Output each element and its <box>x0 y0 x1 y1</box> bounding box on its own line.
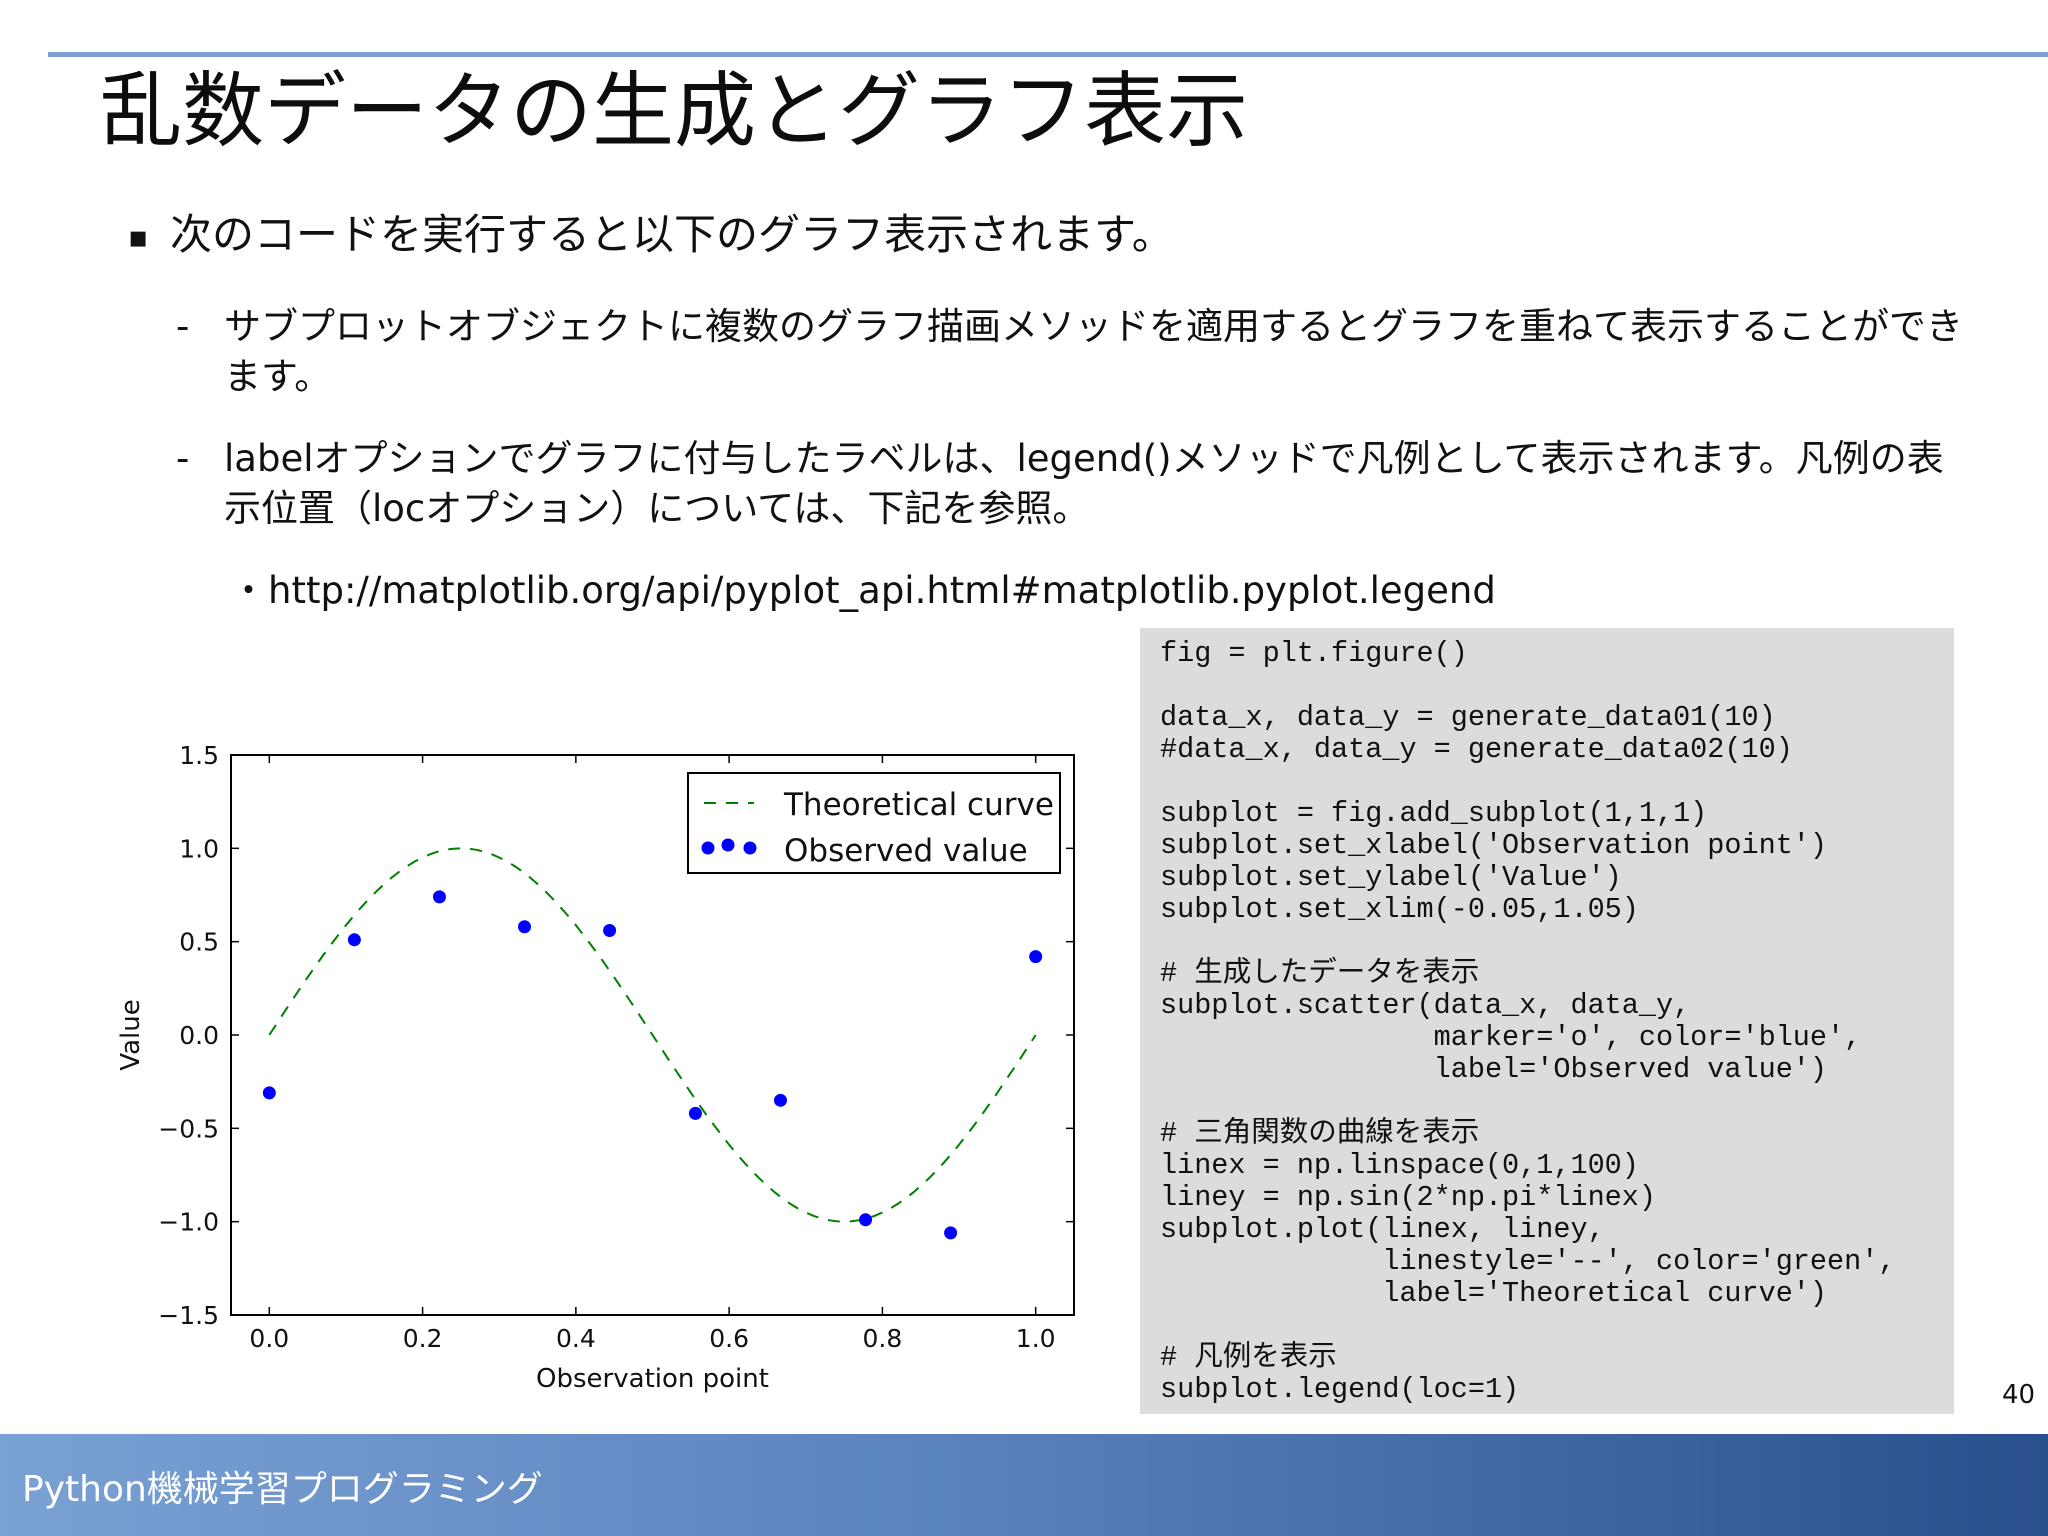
y-tick-label: 0.5 <box>179 928 219 957</box>
bullet-square-icon: ▪ <box>128 219 149 255</box>
sub-bullet-text: サブプロットオブジェクトに複数のグラフ描画メソッドを適用するとグラフを重ねて表示… <box>224 305 1963 398</box>
y-axis-label: Value <box>116 999 146 1070</box>
theoretical-curve-line <box>268 847 1037 1223</box>
code-line: subplot.set_ylabel('Value') <box>1160 861 1622 894</box>
sub-bullet-dash: - <box>176 305 190 348</box>
code-line: # 生成したデータを表示 <box>1160 957 1480 990</box>
y-tick-label: −1.5 <box>158 1301 219 1330</box>
main-bullet-text: 次のコードを実行すると以下のグラフ表示されます。 <box>170 210 1174 259</box>
matplotlib-legend-link[interactable]: http://matplotlib.org/api/pyplot_api.htm… <box>268 569 1496 612</box>
observed-point <box>944 1226 958 1240</box>
legend-dot <box>701 841 715 855</box>
code-line: linex = np.linspace(0,1,100) <box>1160 1149 1639 1182</box>
y-tick-label: 1.0 <box>179 834 219 863</box>
x-tick-label: 0.0 <box>249 1324 289 1353</box>
y-tick-label: −0.5 <box>158 1114 219 1143</box>
code-line: #data_x, data_y = generate_data02(10) <box>1160 733 1793 766</box>
code-line <box>1160 1086 1934 1118</box>
x-axis-label: Observation point <box>536 1364 769 1394</box>
x-tick-label: 1.0 <box>1016 1324 1056 1353</box>
observed-point <box>262 1086 276 1100</box>
legend-dot <box>721 838 735 852</box>
slide-title: 乱数データの生成とグラフ表示 <box>100 64 1249 159</box>
code-line: label='Theoretical curve') <box>1160 1277 1828 1310</box>
chart-legend: Theoretical curve Observed value <box>687 772 1061 874</box>
sub-bullet-text: labelオプションでグラフに付与したラベルは、legend()メソッドで凡例と… <box>224 437 1944 530</box>
legend-dot <box>743 841 757 855</box>
x-axis-ticks: 0.0 0.2 0.4 0.6 0.8 1.0 <box>249 755 1056 1353</box>
legend-box <box>687 772 1061 874</box>
code-line: fig = plt.figure() <box>1160 637 1468 670</box>
x-tick-label: 0.8 <box>863 1324 903 1353</box>
main-bullet: ▪ 次のコードを実行すると以下のグラフ表示されます。 <box>128 208 1174 265</box>
code-line: label='Observed value') <box>1160 1053 1828 1086</box>
observed-value-points <box>262 890 1043 1240</box>
footer-title: Python機械学習プログラミング <box>22 1469 543 1510</box>
x-tick-label: 0.6 <box>709 1324 749 1353</box>
code-line <box>1160 766 1934 798</box>
legend-label-observed: Observed value <box>784 833 1028 869</box>
code-line: marker='o', color='blue', <box>1160 1021 1862 1054</box>
code-line: # 凡例を表示 <box>1160 1341 1337 1374</box>
legend-label-curve: Theoretical curve <box>783 787 1054 823</box>
x-tick-label: 0.4 <box>556 1324 596 1353</box>
code-line: subplot.legend(loc=1) <box>1160 1373 1520 1406</box>
observed-point <box>518 920 532 934</box>
y-axis-ticks: 1.5 1.0 0.5 0.0 −0.5 −1.0 −1.5 <box>158 741 1074 1330</box>
code-line: subplot.set_xlim(-0.05,1.05) <box>1160 893 1639 926</box>
code-line <box>1160 670 1934 702</box>
y-tick-label: 0.0 <box>179 1021 219 1050</box>
code-line: subplot.plot(linex, liney, <box>1160 1213 1605 1246</box>
observed-point <box>688 1106 702 1120</box>
observed-point <box>432 890 446 904</box>
y-tick-label: 1.5 <box>179 741 219 770</box>
sub-bullet-dash: - <box>176 437 190 480</box>
code-line: subplot.set_xlabel('Observation point') <box>1160 829 1828 862</box>
observed-point <box>603 923 617 937</box>
x-tick-label: 0.2 <box>403 1324 443 1353</box>
code-line: subplot.scatter(data_x, data_y, <box>1160 989 1691 1022</box>
footer-bar: Python機械学習プログラミング <box>0 1434 2048 1536</box>
sine-scatter-chart: 0.0 0.2 0.4 0.6 0.8 1.0 1.5 1.0 0.5 0.0 −0.5 −1.0 −… <box>116 741 1075 1394</box>
code-line <box>1160 926 1934 958</box>
code-line: # 三角関数の曲線を表示 <box>1160 1117 1480 1150</box>
code-line: linestyle='--', color='green', <box>1160 1245 1896 1278</box>
legend-points-swatch <box>701 838 757 855</box>
observed-point <box>1029 950 1043 964</box>
link-bullet: ・http://matplotlib.org/api/pyplot_api.ht… <box>230 566 1496 616</box>
bullet-dot-icon: ・ <box>230 569 267 612</box>
observed-point <box>773 1093 787 1107</box>
code-line: data_x, data_y = generate_data01(10) <box>1160 701 1776 734</box>
top-accent-line <box>48 52 2048 57</box>
observed-point <box>859 1213 873 1227</box>
y-tick-label: −1.0 <box>158 1208 219 1237</box>
code-block: fig = plt.figure() data_x, data_y = gene… <box>1140 628 1954 1414</box>
code-line <box>1160 1310 1934 1342</box>
code-line: liney = np.sin(2*np.pi*linex) <box>1160 1181 1656 1214</box>
observed-point <box>347 933 361 947</box>
code-line: subplot = fig.add_subplot(1,1,1) <box>1160 797 1708 830</box>
page-number: 40 <box>2002 1380 2036 1410</box>
